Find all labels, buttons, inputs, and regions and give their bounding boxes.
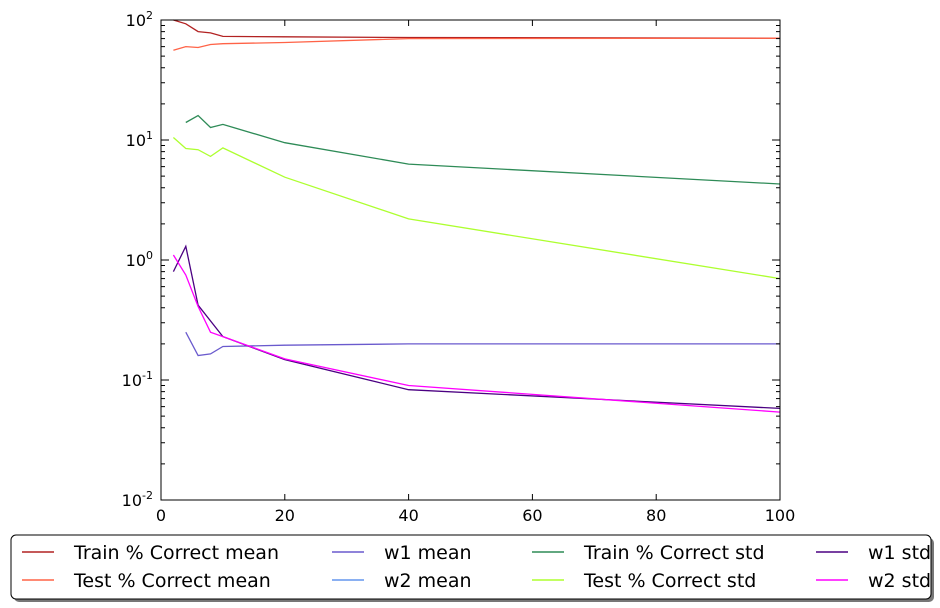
x-tick-label: 40 (398, 506, 418, 525)
x-tick-label: 20 (275, 506, 295, 525)
legend-label: Train % Correct std (583, 542, 765, 564)
y-tick-label: 102 (126, 9, 153, 30)
x-tick-label: 0 (156, 506, 166, 525)
legend-label: w1 std (868, 542, 931, 564)
series-line-5 (172, 137, 781, 280)
legend: Train % Correct mean Test % Correct mean w… (10, 534, 934, 602)
legend-label: Train % Correct mean (73, 542, 279, 564)
ticks-layer: 0 20 40 60 80 100 10-2 10-1 100 101 102 (122, 9, 796, 525)
legend-label: Test % Correct mean (73, 570, 271, 592)
legend-box (10, 534, 932, 600)
series-line-7 (172, 254, 781, 413)
series-line-4 (185, 114, 781, 185)
x-tick-label: 60 (522, 506, 542, 525)
y-tick-label: 100 (126, 249, 153, 270)
plot-frame (160, 19, 781, 501)
series-line-0 (173, 19, 781, 39)
x-tick-label: 100 (765, 506, 796, 525)
series-line-2 (185, 331, 780, 357)
series-line-1 (173, 37, 781, 51)
x-tick-label: 80 (646, 506, 666, 525)
legend-label: w2 std (868, 570, 931, 592)
y-tick-label: 10-2 (122, 489, 153, 510)
legend-label: Test % Correct std (583, 570, 756, 592)
legend-label: w2 mean (384, 570, 472, 592)
series-line-6 (172, 244, 781, 410)
series-layer (172, 19, 781, 413)
y-tick-label: 101 (126, 129, 153, 150)
y-tick-label: 10-1 (122, 369, 153, 390)
legend-label: w1 mean (384, 542, 472, 564)
